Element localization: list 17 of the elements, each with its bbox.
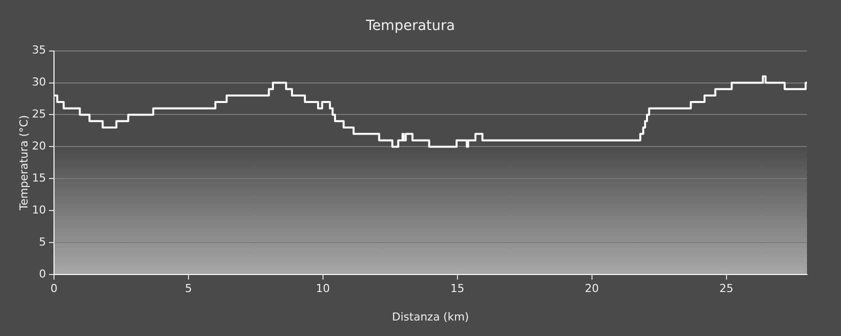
y-tick-label: 15 [32, 172, 46, 185]
y-tick-label: 30 [32, 76, 46, 89]
y-axis-title: Temperatura (°C) [17, 115, 30, 212]
x-tick-label: 15 [450, 282, 464, 296]
x-axis-title: Distanza (km) [392, 310, 469, 324]
chart-title: Temperatura [365, 18, 455, 34]
y-tick-label: 0 [39, 267, 46, 280]
y-tick-label: 10 [32, 204, 46, 217]
x-tick-label: 0 [50, 282, 58, 296]
y-tick-label: 20 [32, 140, 46, 153]
x-tick-label: 10 [316, 282, 330, 296]
y-tick-label: 35 [32, 44, 46, 57]
x-tick-label: 20 [584, 282, 599, 296]
x-tick-label: 25 [719, 282, 734, 296]
y-tick-label: 5 [39, 235, 46, 248]
y-tick-label: 25 [32, 108, 46, 121]
x-tick-label: 5 [184, 282, 192, 296]
